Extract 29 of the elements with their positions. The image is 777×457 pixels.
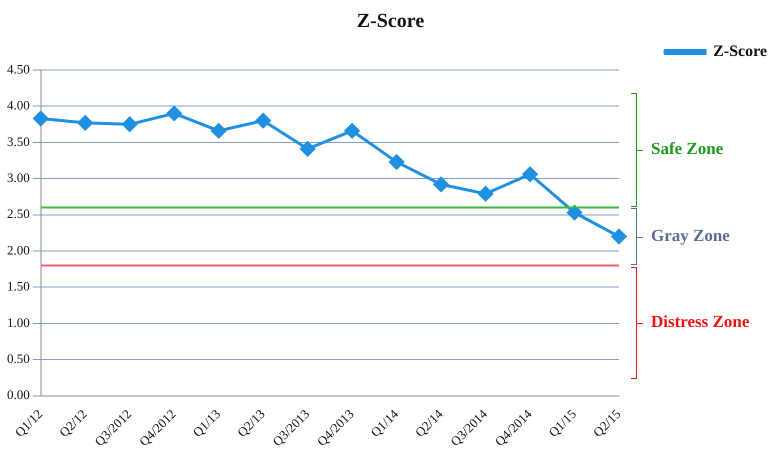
point — [300, 141, 316, 156]
point — [78, 115, 93, 130]
y-tick-label: 0.50 — [7, 351, 30, 366]
text: Safe Zone — [651, 138, 724, 159]
point — [612, 229, 626, 244]
point — [478, 186, 494, 202]
y-tick-label: 0.00 — [7, 387, 30, 402]
point — [567, 205, 582, 220]
point — [122, 116, 138, 132]
text: Distress Zone — [651, 312, 750, 332]
chart-title: Z-Score — [356, 10, 424, 32]
y-tick-label: 4.00 — [7, 98, 30, 113]
point — [389, 154, 404, 170]
y-tick-label: 1.00 — [7, 314, 30, 330]
y-tick-label: 3.50 — [7, 134, 30, 149]
point — [434, 176, 449, 192]
y-tick-label: 2.00 — [7, 242, 30, 258]
legend-label: Z-Score — [713, 43, 768, 60]
point — [256, 113, 271, 128]
y-tick-label: 4.50 — [7, 61, 30, 76]
point — [211, 123, 226, 138]
y-tick-label: 3.00 — [7, 170, 30, 186]
point — [522, 166, 538, 182]
y-tick-label: 2.50 — [7, 206, 30, 222]
text: Gray Zone — [651, 226, 730, 246]
point — [344, 123, 360, 138]
point — [33, 111, 48, 126]
point — [166, 106, 182, 121]
y-tick-label: 1.50 — [7, 278, 30, 294]
